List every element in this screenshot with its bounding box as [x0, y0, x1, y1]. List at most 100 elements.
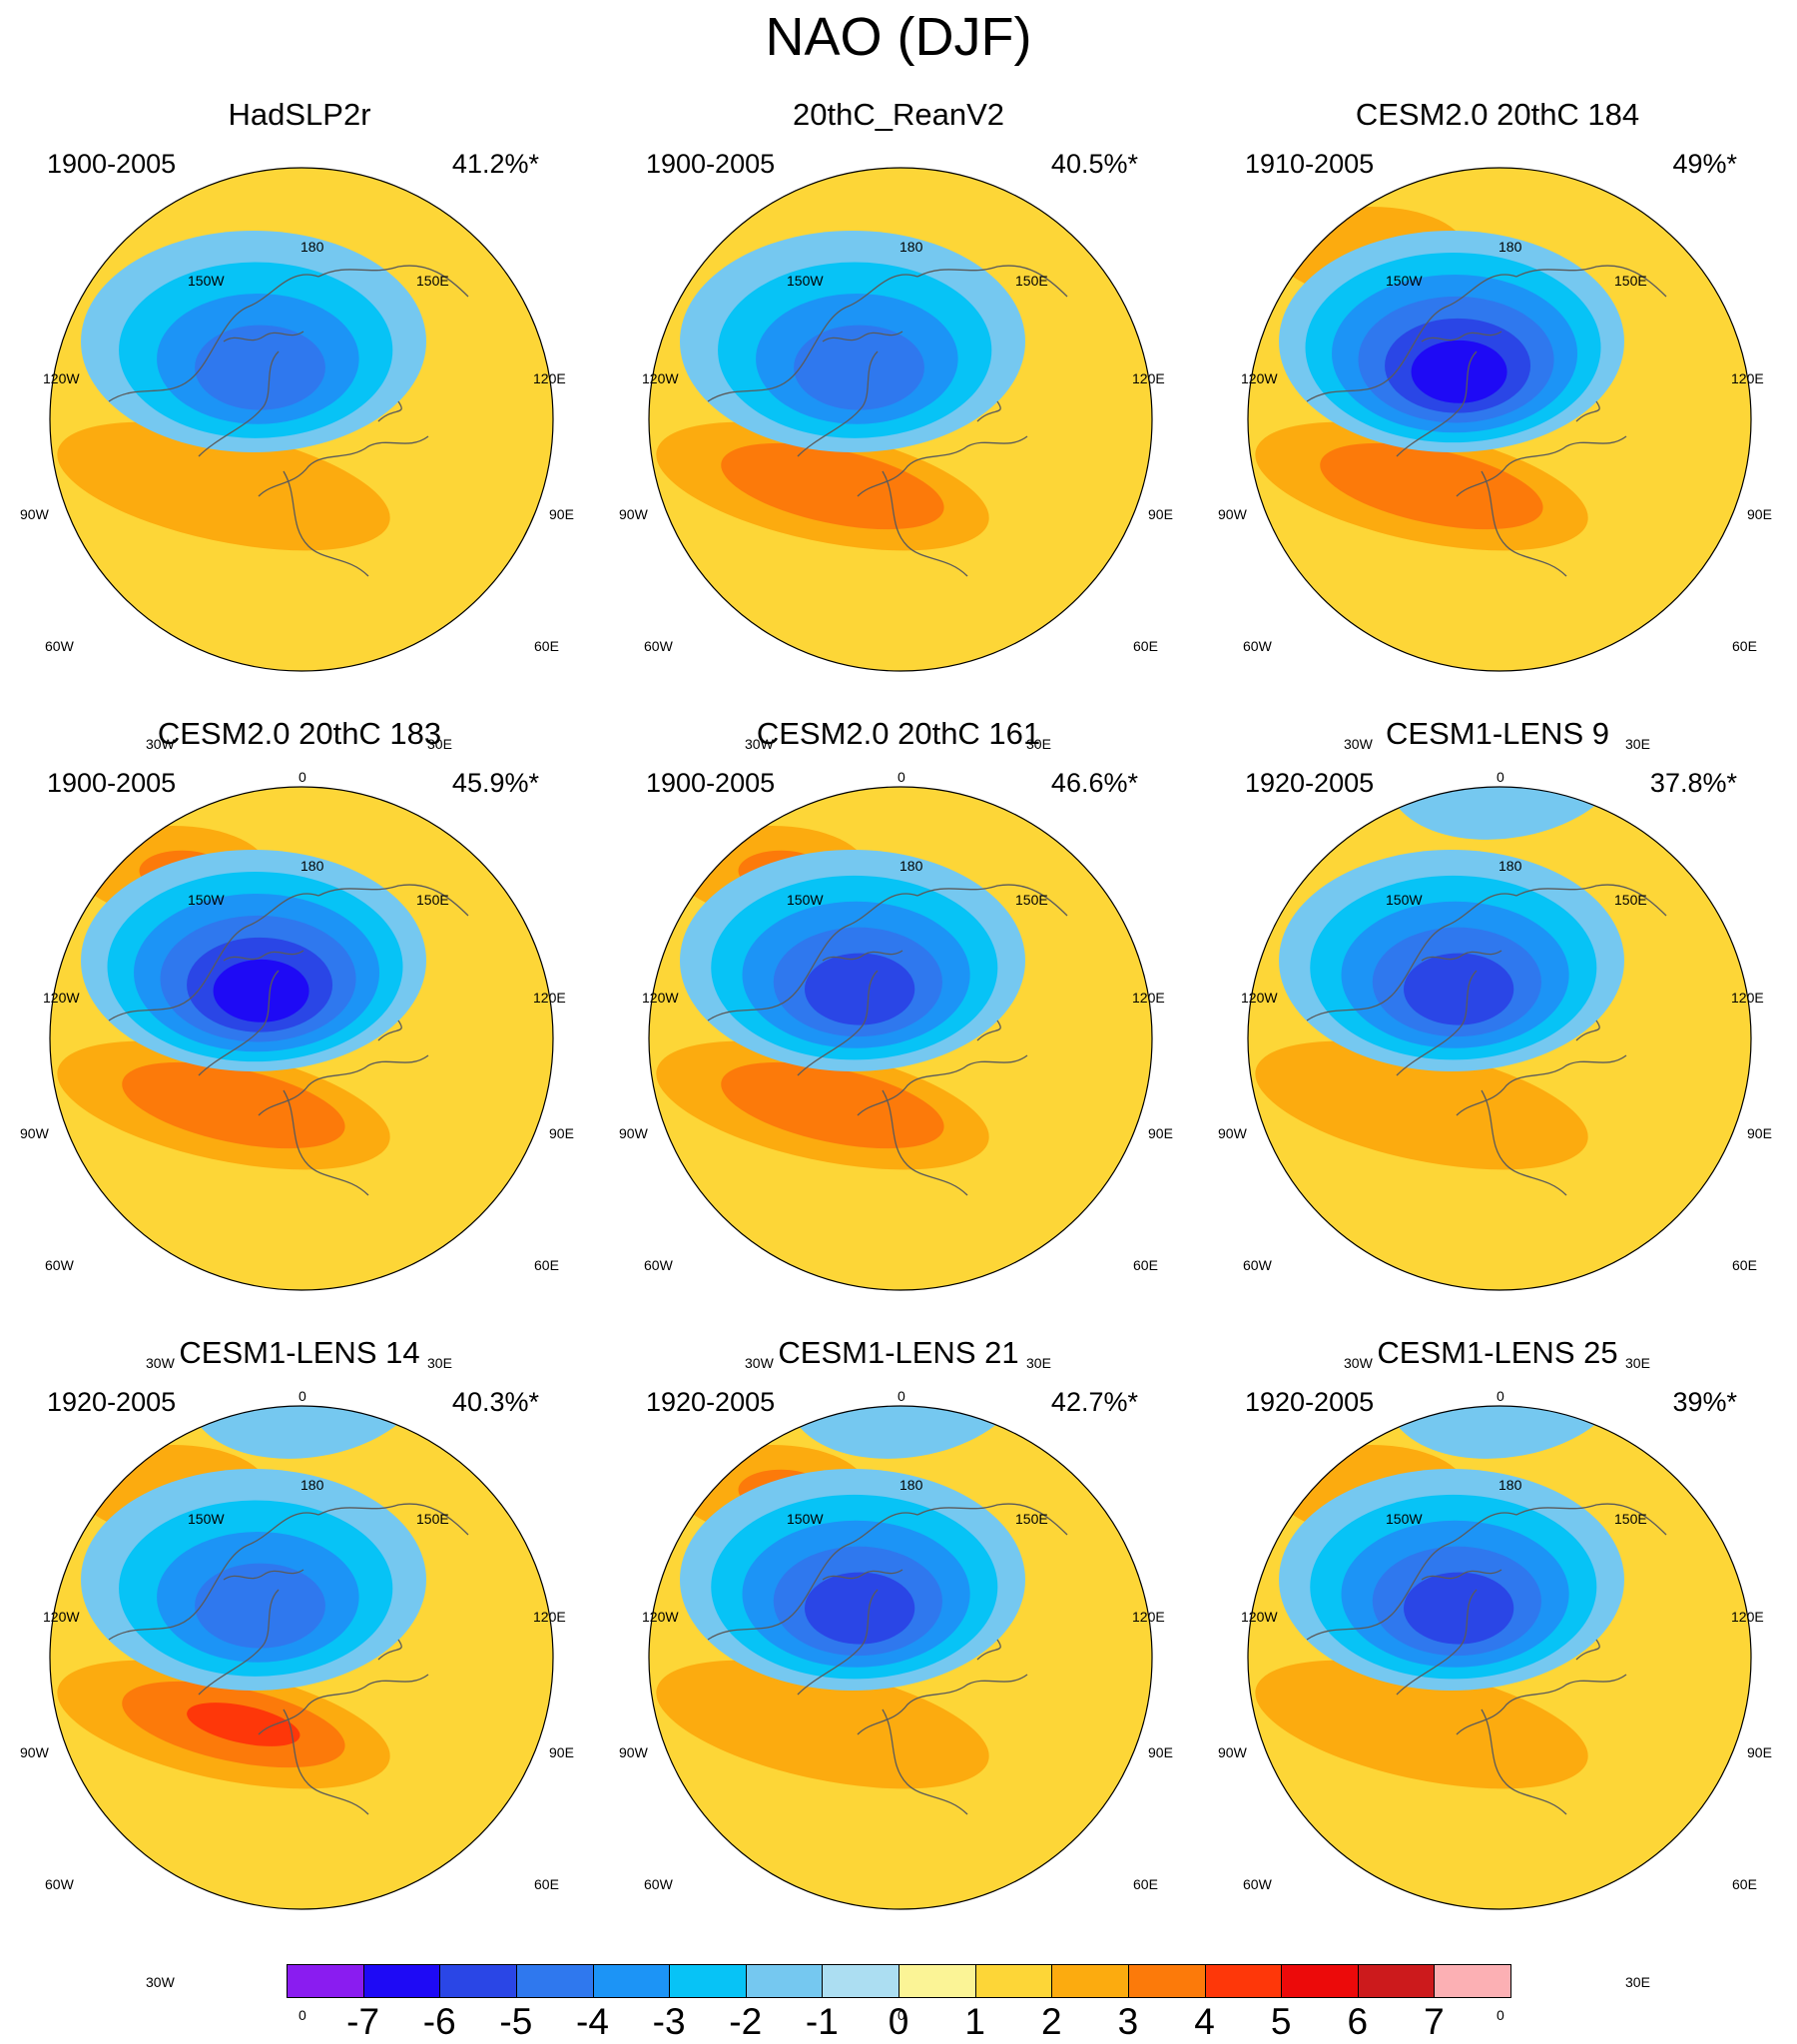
polar-map [49, 167, 554, 672]
panel-variance-percent: 46.6%* [1050, 768, 1138, 798]
longitude-label: 180 [300, 1477, 324, 1493]
longitude-label: 90W [1218, 506, 1247, 522]
coastline [1421, 950, 1502, 962]
longitude-label: 150E [416, 273, 449, 289]
polar-map [648, 1405, 1153, 1910]
longitude-label: 30W [1344, 1355, 1373, 1371]
arctic-negative-contour [213, 959, 309, 1022]
colorbar-swatch [592, 1964, 671, 1998]
arctic-negative-contour [805, 1572, 915, 1645]
colorbar-swatch [669, 1964, 747, 1998]
coastline [258, 435, 429, 497]
coastline [377, 1639, 402, 1661]
colorbar-swatch [1127, 1964, 1206, 1998]
panel-variance-percent: 39%* [1672, 1387, 1737, 1417]
coastline [1515, 884, 1667, 917]
coastline [377, 400, 402, 422]
colorbar-label: 7 [1424, 2001, 1445, 2042]
colorbar-label: 5 [1270, 2001, 1292, 2042]
longitude-label: 120E [1132, 1609, 1165, 1625]
longitude-label: 0 [898, 1388, 905, 1404]
coastline [797, 970, 879, 1076]
map-panel: CESM1-LENS 25 1920-2005 39%* 180 150W 150E 120… [1198, 1335, 1797, 2023]
coastline [707, 1512, 918, 1641]
longitude-label: 150W [188, 1511, 225, 1527]
panel-title: 20thC_ReanV2 [793, 97, 1004, 132]
longitude-label: 120W [43, 990, 80, 1006]
longitude-label: 150E [1614, 273, 1647, 289]
panel-period: 1900-2005 [646, 149, 776, 179]
longitude-label: 30W [1344, 736, 1373, 752]
coastline [317, 1503, 469, 1536]
coastline [223, 331, 304, 342]
colorbar-label: -4 [576, 2001, 609, 2042]
colorbar-label: 2 [1040, 2001, 1062, 2042]
longitude-label: 30W [745, 1355, 774, 1371]
longitude-label: 180 [1498, 858, 1522, 874]
colorbar-label: -1 [805, 2001, 839, 2042]
coastline [198, 1589, 280, 1696]
longitude-label: 120W [642, 990, 679, 1006]
longitude-label: 60E [534, 638, 559, 654]
coastline [223, 1569, 304, 1581]
arctic-negative-contour [1404, 953, 1514, 1025]
arctic-negative-contour [805, 953, 915, 1025]
longitude-label: 150W [787, 1511, 824, 1527]
coastline [1575, 1020, 1600, 1041]
coastline [882, 1089, 968, 1196]
coastline [108, 274, 319, 402]
longitude-label: 30W [146, 736, 175, 752]
panel-title: CESM1-LENS 21 [778, 1335, 1019, 1370]
longitude-label: 60W [644, 1257, 673, 1273]
longitude-label: 120W [642, 370, 679, 386]
longitude-label: 90W [1218, 1125, 1247, 1141]
longitude-label: 150W [1386, 273, 1423, 289]
panel-period: 1900-2005 [646, 768, 776, 798]
subtropical-positive-contour [1320, 442, 1543, 530]
longitude-label: 150W [787, 892, 824, 908]
longitude-label: 150E [416, 892, 449, 908]
longitude-label: 180 [899, 1477, 923, 1493]
map-panel: CESM1-LENS 21 1920-2005 42.7%* 180 150W 150E 1… [599, 1335, 1198, 2023]
panel-title: CESM2.0 20thC 184 [1355, 97, 1640, 132]
longitude-label: 180 [300, 239, 324, 255]
panel-variance-percent: 37.8%* [1649, 768, 1737, 798]
panel-period: 1920-2005 [1245, 1387, 1375, 1417]
longitude-label: 90W [619, 506, 648, 522]
coastline [1575, 1639, 1600, 1661]
longitude-label: 90W [619, 1125, 648, 1141]
colorbar-label: 3 [1117, 2001, 1139, 2042]
coastline [857, 1054, 1028, 1116]
map-panel: CESM2.0 20thC 184 1910-2005 49%* 180 150W 150… [1198, 97, 1797, 785]
subtropical-positive-contour [721, 1061, 944, 1149]
longitude-label: 150E [1015, 892, 1048, 908]
longitude-label: 60W [45, 1257, 74, 1273]
longitude-label: 150W [787, 273, 824, 289]
longitude-label: 60E [1133, 1876, 1158, 1892]
coastline [283, 1708, 369, 1815]
longitude-label: 30W [146, 1974, 175, 1990]
longitude-label: 150W [188, 273, 225, 289]
panel-variance-percent: 40.3%* [451, 1387, 539, 1417]
coastline [857, 435, 1028, 497]
coastline [1421, 1569, 1502, 1581]
colorbar-swatch [515, 1964, 594, 1998]
longitude-label: 60W [1243, 1257, 1272, 1273]
subtropical-positive-contour [656, 1660, 989, 1789]
coastline [1456, 1054, 1627, 1116]
coastline [1481, 1708, 1567, 1815]
coastline [822, 950, 903, 962]
arctic-negative-contour [794, 325, 924, 410]
subtropical-positive-contour [1255, 1040, 1588, 1170]
coastline [108, 1512, 319, 1641]
longitude-label: 60E [534, 1876, 559, 1892]
polar-map [648, 167, 1153, 672]
panel-variance-percent: 45.9%* [451, 768, 539, 798]
polar-map [1247, 1405, 1752, 1910]
longitude-label: 150E [1015, 1511, 1048, 1527]
polar-map [1247, 167, 1752, 672]
map-boundary [49, 786, 554, 1291]
longitude-label: 30E [427, 736, 452, 752]
coastline [1515, 265, 1667, 298]
coastline [797, 1589, 879, 1696]
